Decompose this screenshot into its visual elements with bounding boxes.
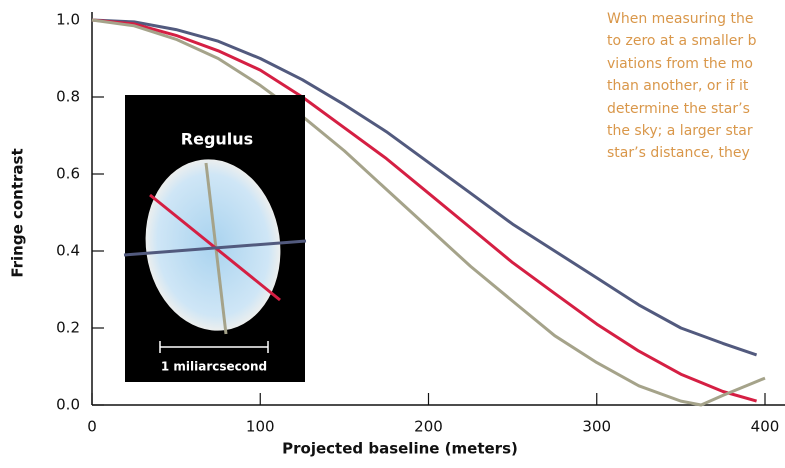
y-tick-label: 0.4 (56, 242, 80, 260)
x-tick-label: 300 (582, 418, 611, 436)
y-tick-label: 0.2 (56, 319, 80, 337)
x-tick-label: 200 (414, 418, 443, 436)
x-axis-label: Projected baseline (meters) (282, 440, 518, 458)
inset: Regulus 1 miliarcsecond (124, 95, 306, 382)
x-tick-label: 100 (246, 418, 275, 436)
x-tick-label: 400 (751, 418, 780, 436)
page: {"chart_data": {"type": "line", "x_label… (0, 0, 785, 468)
y-tick-label: 0.0 (56, 396, 80, 414)
inset-title: Regulus (181, 130, 253, 149)
x-tick-label: 0 (87, 418, 97, 436)
y-tick-label: 0.6 (56, 165, 80, 183)
y-tick-label: 0.8 (56, 88, 80, 106)
chart: 0.0 0.2 0.4 0.6 0.8 1.0 0 100 200 300 400 Regulus … (0, 0, 785, 468)
y-axis-label: Fringe contrast (9, 148, 27, 277)
y-tick-label: 1.0 (56, 11, 80, 29)
scale-label: 1 miliarcsecond (161, 360, 267, 374)
